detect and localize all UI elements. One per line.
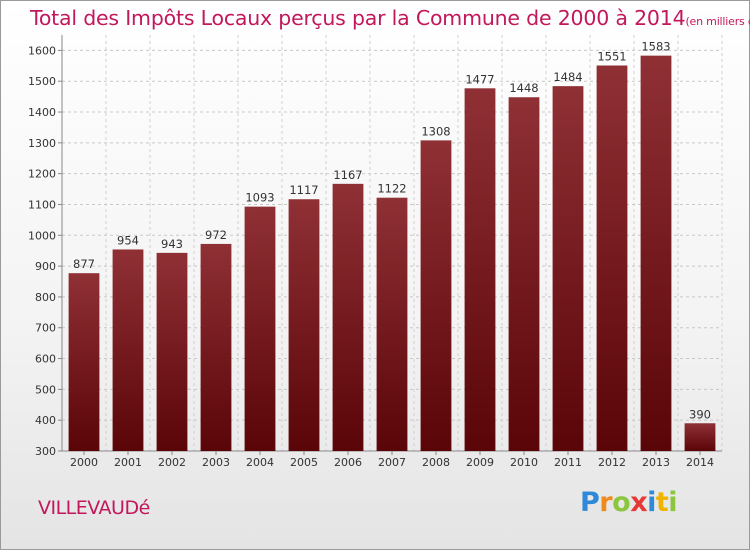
bar <box>684 423 716 451</box>
y-tick-label: 1300 <box>28 137 56 150</box>
data-label: 1093 <box>245 191 274 205</box>
bar <box>200 243 232 451</box>
x-tick-label: 2012 <box>598 456 626 469</box>
y-tick-label: 300 <box>35 445 56 458</box>
data-label: 943 <box>161 237 183 251</box>
bar <box>156 252 188 451</box>
data-label: 1122 <box>377 182 406 196</box>
logo-letter: x <box>630 487 648 518</box>
unit-note: (en milliers d'€) <box>685 15 750 28</box>
chart-title: Total des Impôts Locaux perçus par la Co… <box>30 6 750 30</box>
x-tick-label: 2013 <box>642 456 670 469</box>
logo-letter: t <box>655 487 669 518</box>
title-text: Total des Impôts Locaux perçus par la Co… <box>30 6 686 30</box>
y-tick-label: 1400 <box>28 106 56 119</box>
y-tick-label: 900 <box>35 260 56 273</box>
logo-letter: P <box>580 487 600 518</box>
x-tick-label: 2011 <box>554 456 582 469</box>
data-label: 972 <box>205 228 227 242</box>
x-tick-label: 2005 <box>290 456 318 469</box>
x-tick-labels: 2000 2001 2002 2003 2004 2005 2006 2007 2008 2009… <box>70 456 714 469</box>
x-tick-label: 2008 <box>422 456 450 469</box>
y-tick-label: 500 <box>35 383 56 396</box>
proxiti-logo: Proxiti <box>580 487 678 518</box>
data-label: 1448 <box>509 81 538 95</box>
bar <box>288 199 320 451</box>
y-tick-label: 1000 <box>28 229 56 242</box>
data-label: 1484 <box>553 70 582 84</box>
bar <box>376 197 408 451</box>
bar <box>420 140 452 452</box>
logo-letter: o <box>612 487 631 518</box>
x-tick-label: 2000 <box>70 456 98 469</box>
data-labels: 877 954 943 972 1093 1117 1167 1122 1308 1477 1448… <box>73 40 711 422</box>
data-label: 1477 <box>465 72 494 86</box>
y-tick-label: 600 <box>35 353 56 366</box>
data-label: 1551 <box>597 50 626 64</box>
y-tick-label: 1200 <box>28 168 56 181</box>
commune-name: VILLEVAUDé <box>38 497 150 519</box>
data-label: 1583 <box>641 40 670 54</box>
bar <box>464 88 496 451</box>
x-tick-label: 2002 <box>158 456 186 469</box>
y-tick-label: 800 <box>35 291 56 304</box>
x-tick-label: 2004 <box>246 456 274 469</box>
logo-letter: i <box>668 487 678 518</box>
data-label: 390 <box>689 407 711 421</box>
x-tick-label: 2010 <box>510 456 538 469</box>
x-tick-label: 2014 <box>686 456 714 469</box>
bar <box>112 249 144 451</box>
x-tick-label: 2006 <box>334 456 362 469</box>
bar <box>68 273 100 451</box>
logo-letter: r <box>599 487 613 518</box>
x-tick-label: 2003 <box>202 456 230 469</box>
data-label: 877 <box>73 257 95 271</box>
data-label: 954 <box>117 233 139 247</box>
data-label: 1167 <box>333 168 362 182</box>
y-tick-label: 1500 <box>28 75 56 88</box>
y-tick-label: 1100 <box>28 198 56 211</box>
bar <box>244 206 276 451</box>
bar <box>640 55 672 451</box>
data-label: 1117 <box>289 183 318 197</box>
bar <box>552 86 584 452</box>
y-tick-label: 400 <box>35 414 56 427</box>
logo-letter: i <box>647 487 656 518</box>
bar <box>508 97 540 452</box>
y-tick-labels: 300 400 500 600 700 800 900 1000 1100 1200 1300 140… <box>28 44 56 458</box>
x-tick-label: 2009 <box>466 456 494 469</box>
bar <box>596 65 628 452</box>
x-tick-label: 2001 <box>114 456 142 469</box>
y-tick-label: 700 <box>35 322 56 335</box>
data-label: 1308 <box>421 124 450 138</box>
y-tick-label: 1600 <box>28 44 56 57</box>
bars <box>68 55 716 452</box>
bar <box>332 183 364 451</box>
x-tick-label: 2007 <box>378 456 406 469</box>
